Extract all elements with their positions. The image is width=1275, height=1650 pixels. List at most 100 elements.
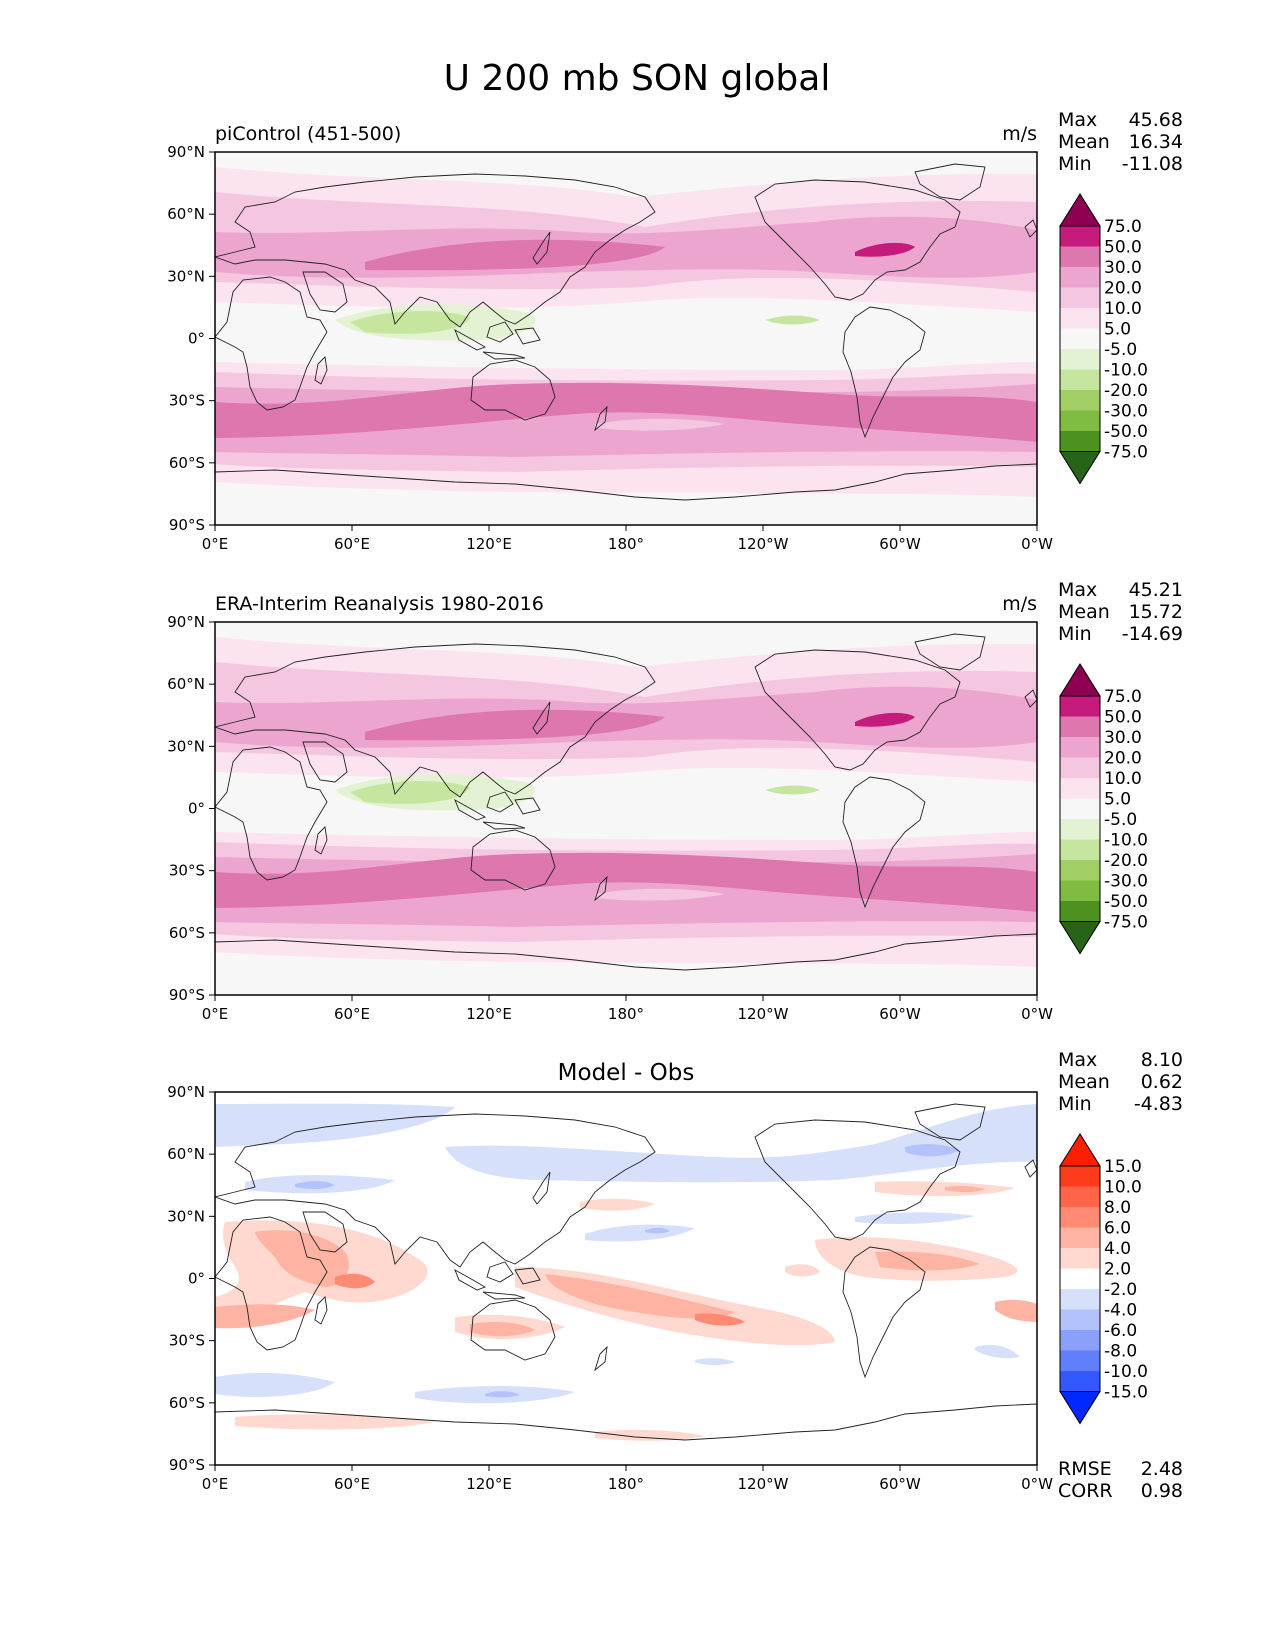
colorbar-label: -15.0 (1104, 1383, 1148, 1403)
map-panel-1: 0°E 60°E 120°E 180° 120°W 60°W 0°W 90°N 60°N 30°N… (167, 109, 1183, 553)
colorbar-cell (1060, 226, 1100, 247)
colorbar-label: -30.0 (1104, 872, 1148, 892)
lat-tick-label: 30°N (167, 1207, 205, 1225)
colorbar-label: 15.0 (1104, 1157, 1142, 1177)
lon-tick-label: 0°W (1021, 1475, 1053, 1493)
colorbar-cell (1060, 696, 1100, 717)
colorbar-label: -10.0 (1104, 831, 1148, 851)
colorbar-cell (1060, 1350, 1100, 1371)
colorbar-cell (1060, 246, 1100, 267)
colorbar-label: -4.0 (1104, 1301, 1137, 1321)
colorbar-extend-bottom (1059, 451, 1101, 485)
colorbar-cell (1060, 308, 1100, 329)
lon-tick-label: 60°W (879, 1475, 921, 1493)
lon-tick-label: 180° (608, 1475, 644, 1493)
colorbar-cell (1060, 1330, 1100, 1351)
colorbar-label: 8.0 (1104, 1198, 1131, 1218)
colorbar-label: -75.0 (1104, 443, 1148, 463)
stat-label: Mean (1058, 131, 1110, 153)
lon-tick-label: 0°E (202, 1475, 229, 1493)
colorbar-label: 10.0 (1104, 299, 1142, 319)
lat-tick-label: 30°N (167, 267, 205, 285)
stat-label: Min (1058, 1093, 1092, 1115)
colorbar-cell (1060, 431, 1100, 452)
lon-tick-label: 120°E (466, 535, 512, 553)
field-map (215, 622, 1037, 995)
lon-tick-label: 0°W (1021, 535, 1053, 553)
colorbar-cell (1060, 267, 1100, 288)
contour-field (215, 152, 1037, 525)
lon-tick-label: 180° (608, 1005, 644, 1023)
lat-tick-label: 60°N (167, 1145, 205, 1163)
lat-tick-label: 60°S (169, 1394, 205, 1412)
colorbar-label: -20.0 (1104, 381, 1148, 401)
stat-label: Max (1058, 109, 1097, 131)
lon-tick-label: 60°W (879, 1005, 921, 1023)
colorbar-cell (1060, 390, 1100, 411)
colorbar-label: 6.0 (1104, 1219, 1131, 1239)
colorbar-cell (1060, 819, 1100, 840)
lon-tick-label: 120°E (466, 1005, 512, 1023)
units-label: m/s (1002, 593, 1037, 615)
colorbar-label: -10.0 (1104, 1362, 1148, 1382)
colorbar-label: -8.0 (1104, 1342, 1137, 1362)
lon-tick-label: 120°E (466, 1475, 512, 1493)
stat-value: 45.21 (1129, 579, 1183, 601)
stat-value: 8.10 (1141, 1049, 1183, 1071)
lon-tick-label: 60°E (334, 1005, 370, 1023)
colorbar-cell (1060, 716, 1100, 737)
colorbar-label: -50.0 (1104, 892, 1148, 912)
lon-tick-label: 120°W (738, 535, 789, 553)
colorbar-label: -10.0 (1104, 361, 1148, 381)
panel-title: ERA-Interim Reanalysis 1980-2016 (215, 593, 544, 615)
colorbar-label: 75.0 (1104, 687, 1142, 707)
colorbar-cell (1060, 798, 1100, 819)
colorbar-label: 5.0 (1104, 320, 1131, 340)
colorbar-extend-top (1059, 193, 1101, 227)
lon-tick-label: 0°E (202, 535, 229, 553)
colorbar: 75.050.030.020.010.05.0-5.0-10.0-20.0-30… (1059, 193, 1148, 485)
colorbar-label: 30.0 (1104, 728, 1142, 748)
colorbar-cell (1060, 901, 1100, 922)
map-panel-3: 0°E 60°E 120°E 180° 120°W 60°W 0°W 90°N 60°N 30°N… (167, 1049, 1183, 1502)
lon-tick-label: 0°E (202, 1005, 229, 1023)
colorbar-cell (1060, 778, 1100, 799)
colorbar-label: -75.0 (1104, 913, 1148, 933)
lat-tick-label: 30°S (169, 1332, 205, 1350)
colorbar-label: -2.0 (1104, 1280, 1137, 1300)
colorbar-cell (1060, 839, 1100, 860)
colorbar-cell (1060, 1289, 1100, 1310)
stat-value: 0.62 (1141, 1071, 1183, 1093)
colorbar-cell (1060, 757, 1100, 778)
field-map (215, 1092, 1037, 1465)
colorbar-cell (1060, 369, 1100, 390)
colorbar-cell (1060, 1248, 1100, 1269)
lat-tick-label: 30°S (169, 392, 205, 410)
lat-tick-label: 90°S (169, 986, 205, 1004)
colorbar-label: 50.0 (1104, 708, 1142, 728)
colorbar-label: 10.0 (1104, 769, 1142, 789)
colorbar-extend-bottom (1059, 921, 1101, 955)
colorbar-cell (1060, 880, 1100, 901)
units-label: m/s (1002, 123, 1037, 145)
lat-tick-label: 30°S (169, 862, 205, 880)
lat-tick-label: 60°S (169, 454, 205, 472)
lat-tick-label: 90°S (169, 1456, 205, 1474)
lat-tick-label: 0° (188, 1270, 205, 1288)
field-map (215, 152, 1037, 525)
stat-value: 2.48 (1141, 1458, 1183, 1480)
colorbar-label: 5.0 (1104, 790, 1131, 810)
stat-value: -4.83 (1134, 1093, 1183, 1115)
colorbar-label: 30.0 (1104, 258, 1142, 278)
stat-label: Mean (1058, 601, 1110, 623)
colorbar-label: 4.0 (1104, 1239, 1131, 1259)
colorbar-cell (1060, 1227, 1100, 1248)
colorbar-label: 75.0 (1104, 217, 1142, 237)
colorbar-cell (1060, 328, 1100, 349)
lat-tick-label: 0° (188, 800, 205, 818)
contour-field (215, 622, 1037, 995)
colorbar: 15.010.08.06.04.02.0-2.0-4.0-6.0-8.0-10.… (1059, 1133, 1148, 1425)
panel-title: piControl (451-500) (215, 123, 401, 145)
contour-field (215, 1092, 1037, 1465)
